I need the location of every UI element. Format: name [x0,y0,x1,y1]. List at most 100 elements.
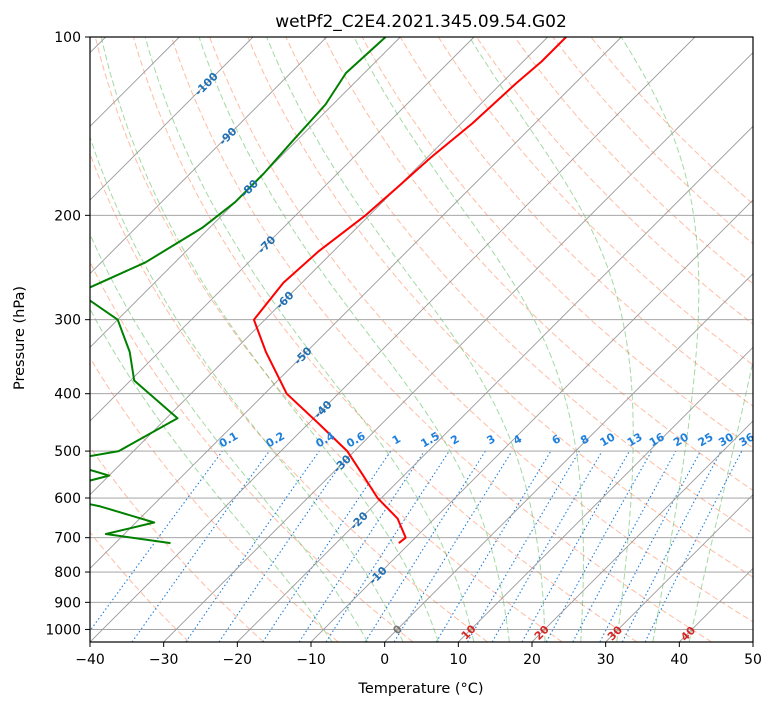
background-lines [90,37,753,642]
isotherm-line [90,37,254,201]
isotherm-line [384,273,753,642]
dry-adiabat-line [590,37,753,205]
isotherm-line [90,37,622,569]
plot-frame [89,36,754,643]
isotherm-line [90,37,401,348]
y-tick-label: 400 [54,387,81,403]
dry-adiabat-line [132,37,638,642]
mixing-ratio-label: 36 [737,430,757,449]
x-tick-label: −10 [296,652,326,668]
moist-adiabat-line [198,37,510,642]
isotherm-line [163,52,753,642]
moist-adiabat-line [100,37,439,642]
moist-adiabat-line [620,37,700,642]
mixing-ratio-line [491,450,603,642]
mixing-ratio-line [262,450,392,642]
moist-adiabat-line [90,135,404,642]
x-tick-label: 50 [744,652,762,668]
dry-adiabat-line [514,37,753,285]
dry-adiabat-line [399,37,753,407]
y-tick-label: 300 [54,313,81,329]
mixing-ratio-line [185,450,320,642]
mixing-ratio-line [572,450,677,642]
dry-adiabat-line [552,37,753,245]
y-axis: 100 200 300 400 500 600 700 800 900 1000 [45,30,90,638]
y-tick-label: 600 [54,491,81,507]
mixing-ratio-label: 10 [598,430,618,449]
moist-adiabat-line [144,37,475,642]
dry-adiabat-line [323,37,753,491]
isotherm-line [605,494,753,642]
series-lines [90,37,567,545]
y-tick-label: 700 [54,531,81,547]
dry-adiabat-line [171,37,712,642]
dry-adiabat-line [476,37,753,325]
x-tick-label: −30 [149,652,179,668]
mixing-ratio-label: 16 [647,430,667,449]
mixing-ratio-line [393,450,513,642]
mixing-ratio-line [218,450,351,642]
dry-adiabat-line [437,37,753,366]
dry-adiabat-line [90,446,264,642]
mixing-ratio-line [325,450,450,642]
mixing-ratio-label: 13 [625,430,645,449]
isotherm-label: -100 [192,70,221,99]
x-axis: −40 −30 −20 −10 0 10 20 30 40 50 [75,642,762,668]
mixing-ratio-line [90,450,223,632]
x-tick-label: −40 [75,652,105,668]
temperature-line [252,37,567,544]
isotherm-label: -20 [347,509,370,532]
y-axis-label: Pressure (hPa) [12,286,28,390]
isotherm-line [458,346,753,642]
moist-adiabat-line [469,37,634,642]
mixing-ratio-label: 0.1 [217,429,240,450]
x-tick-label: 10 [449,652,467,668]
isotherm-line [90,37,696,642]
mixing-ratio-line [467,450,580,642]
mixing-ratio-label: 1 [390,432,403,447]
isotherm-line [531,420,753,642]
y-tick-label: 1000 [45,622,81,638]
grid-lines [90,37,753,642]
isotherm-line [90,37,475,422]
mixing-ratio-label: 8 [578,432,591,447]
mixing-ratio-line [435,450,552,642]
dry-adiabat-line [90,356,339,642]
mixing-ratio-line [599,450,701,642]
isotherm-line [90,37,548,496]
x-axis-label: Temperature (°C) [357,681,483,697]
isopleth-labels: 0.1 0.2 0.4 0.6 1 1.5 2 3 4 6 8 10 13 16 20 25 30 36-100-… [192,70,757,644]
mixing-ratio-label: 2 [448,432,461,447]
isotherm-label: -10 [367,564,390,587]
isotherm-label: -50 [291,344,314,367]
mixing-ratio-label: 1.5 [418,429,441,450]
moist-adiabat-line [353,37,584,642]
dry-adiabat-line [90,531,190,642]
moist-adiabat-line [266,37,546,642]
x-tick-label: 0 [380,652,389,668]
x-tick-label: −20 [223,652,253,668]
isotherm-label: 30 [605,623,625,643]
isotherm-line [90,37,327,275]
moist-adiabat-line [688,358,753,642]
moist-adiabat-line [90,232,369,642]
mixing-ratio-label: 6 [550,432,563,447]
mixing-ratio-label: 0.4 [314,429,338,450]
dry-adiabat-line [247,37,753,578]
isotherm-label: 40 [678,624,698,644]
y-tick-label: 500 [54,444,81,460]
y-tick-label: 800 [54,565,81,581]
y-tick-label: 900 [54,595,81,611]
mixing-ratio-label: 0.2 [264,429,287,450]
mixing-ratio-line [298,450,425,642]
mixing-ratio-label: 30 [716,430,736,449]
mixing-ratio-label: 3 [484,432,497,447]
mixing-ratio-line [545,450,653,642]
moist-adiabat-line [90,308,333,642]
mixing-ratio-line [364,450,486,642]
isotherm-label: 20 [532,623,552,643]
dry-adiabat-line [209,37,753,623]
dry-adiabat-line [94,37,563,642]
y-tick-label: 200 [54,208,81,224]
dry-adiabat-line [90,260,414,642]
